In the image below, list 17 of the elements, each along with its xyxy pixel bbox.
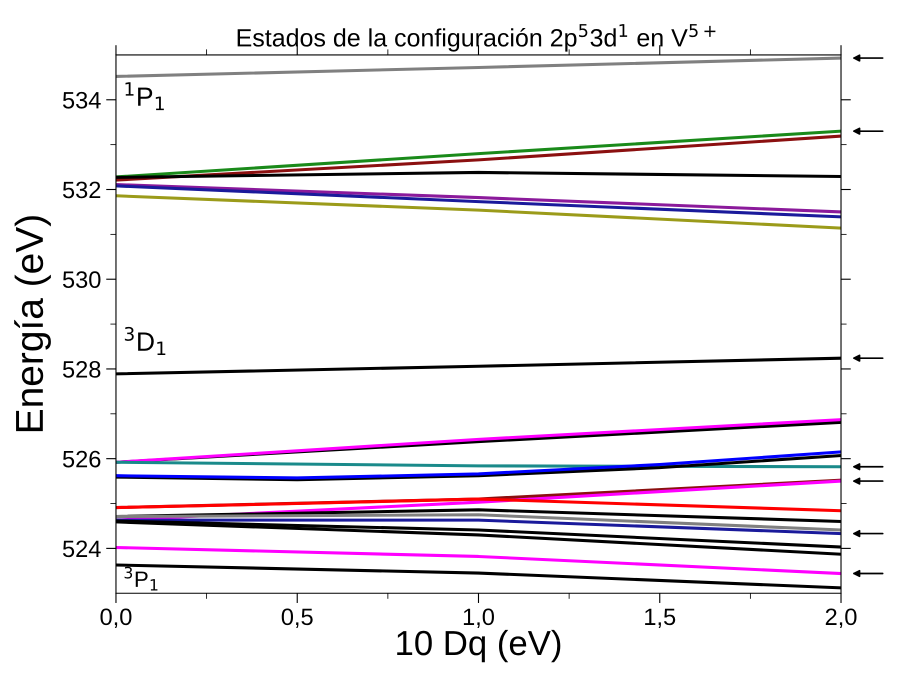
- y-axis-title: Energía (eV): [14, 216, 51, 432]
- annotation: $^{3}$P$_{1}$: [124, 566, 158, 590]
- x-tick-label: 2,0: [826, 608, 857, 628]
- y-tick-label: 530: [62, 271, 100, 288]
- y-tick-label: 526: [62, 450, 100, 468]
- x-tick-label: 1,0: [464, 608, 494, 628]
- y-tick-label: 532: [62, 182, 100, 198]
- y-tick-label: 534: [62, 92, 101, 109]
- y-tick-label: 528: [62, 361, 100, 378]
- x-tick-label: 0,5: [282, 608, 313, 628]
- x-tick-label: 1,5: [645, 608, 676, 628]
- x-tick-label: 0,0: [100, 608, 132, 628]
- chart-title: Estados de la configuración 2p$^{5}$3d$^{1}$ en V$^{5+}$: [238, 24, 716, 52]
- y-tick-label: 524: [62, 540, 101, 558]
- annotation: $^{3}$D$_{1}$: [124, 326, 166, 356]
- annotation: $^{1}$P$_{1}$: [126, 82, 164, 110]
- x-axis-title: 10 Dq (eV): [397, 630, 560, 662]
